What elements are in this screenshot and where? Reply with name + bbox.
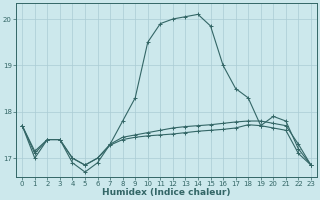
X-axis label: Humidex (Indice chaleur): Humidex (Indice chaleur) xyxy=(102,188,231,197)
